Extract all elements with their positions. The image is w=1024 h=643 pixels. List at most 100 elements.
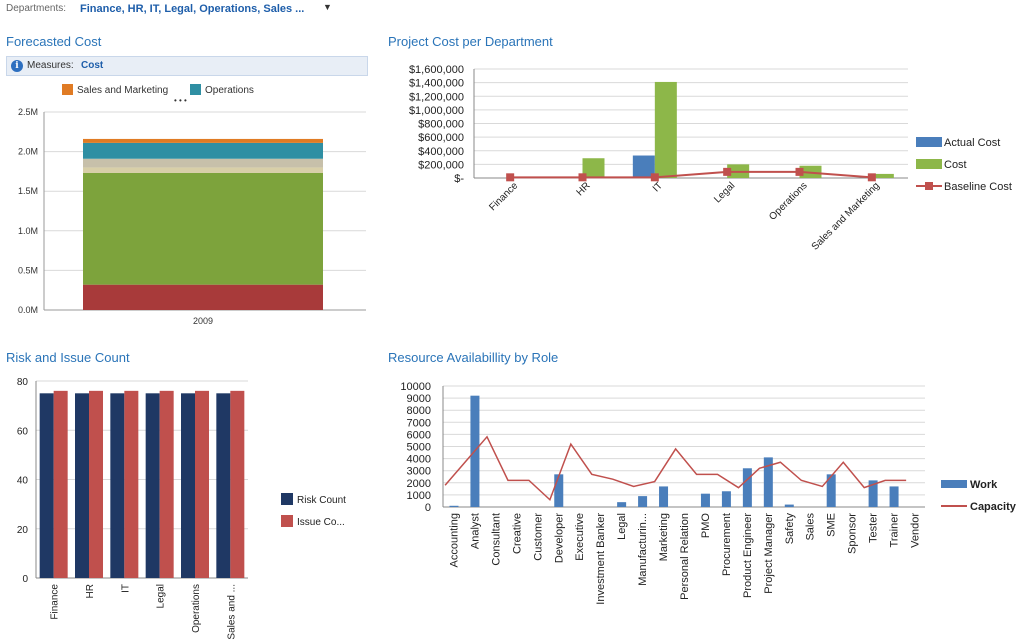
legend-swatch[interactable] bbox=[281, 493, 293, 505]
y-tick-label: 40 bbox=[17, 476, 29, 487]
bar-issue-count bbox=[89, 390, 103, 578]
bar-risk-count bbox=[216, 393, 231, 578]
x-tick-label: Legal bbox=[712, 180, 737, 205]
legend-label[interactable]: Operations bbox=[205, 85, 254, 96]
legend-swatch[interactable] bbox=[281, 515, 293, 527]
x-tick-label: Manufacturin... bbox=[637, 513, 649, 586]
project-cost-title: Project Cost per Department bbox=[388, 34, 553, 49]
y-tick-label: 9000 bbox=[407, 393, 431, 405]
bar-cost bbox=[871, 173, 894, 178]
legend-label[interactable]: Issue Co... bbox=[297, 517, 345, 528]
bar-risk-count bbox=[75, 393, 89, 578]
x-tick-label: Legal bbox=[616, 513, 628, 540]
x-tick-label: Operations bbox=[767, 180, 809, 222]
legend-label[interactable]: Work bbox=[970, 479, 998, 491]
legend-label[interactable]: Capacity bbox=[970, 501, 1017, 513]
stack-segment-finance bbox=[83, 284, 323, 310]
measures-bar[interactable]: i Measures: Cost bbox=[6, 56, 368, 76]
legend-label[interactable]: Sales and Marketing bbox=[77, 85, 168, 96]
y-tick-label: 3000 bbox=[407, 466, 431, 478]
risk-issue-title: Risk and Issue Count bbox=[6, 350, 130, 365]
measures-label: Measures: bbox=[27, 60, 74, 71]
legend-swatch[interactable] bbox=[190, 84, 201, 95]
x-tick-label: Tester bbox=[868, 513, 880, 543]
project-cost-chart: $- $200,000$400,000 $600,000$800,000 $1,000… bbox=[409, 64, 1012, 253]
x-tick-label: Developer bbox=[553, 513, 565, 563]
legend-swatch[interactable] bbox=[916, 137, 942, 147]
bar-risk-count bbox=[145, 393, 160, 578]
bar-cost bbox=[582, 158, 605, 178]
x-tick-label: PMO bbox=[700, 513, 712, 539]
x-tick-label: IT bbox=[120, 584, 131, 593]
x-tick-label: 2009 bbox=[193, 316, 213, 326]
x-tick-label: Operations bbox=[191, 584, 202, 633]
y-tick-label: $400,000 bbox=[418, 146, 464, 158]
y-tick-label: 20 bbox=[17, 525, 29, 536]
y-tick-label: 1000 bbox=[407, 490, 431, 502]
y-tick-label: $1,000,000 bbox=[409, 105, 464, 117]
baseline-cost-marker bbox=[723, 167, 732, 176]
info-icon: i bbox=[11, 60, 23, 72]
stack-segment-it bbox=[83, 167, 323, 173]
bar-risk-count bbox=[39, 393, 54, 578]
legend-label[interactable]: Baseline Cost bbox=[944, 181, 1012, 193]
baseline-cost-marker bbox=[506, 173, 515, 182]
risk-issue-chart: 0 20 40 60 80 Finance HR IT Legal Operations Sales… bbox=[17, 377, 346, 640]
bar-issue-count bbox=[124, 390, 139, 578]
legend-swatch[interactable] bbox=[941, 480, 967, 488]
y-tick-label: $1,200,000 bbox=[409, 91, 464, 103]
bar-work bbox=[889, 486, 899, 507]
x-tick-label: Personal Relation bbox=[679, 513, 691, 600]
bar-work bbox=[554, 474, 564, 507]
legend-label[interactable]: Risk Count bbox=[297, 495, 346, 506]
baseline-cost-marker bbox=[578, 173, 587, 182]
x-tick-label: Finance bbox=[50, 584, 61, 620]
y-tick-label: 2.5M bbox=[18, 107, 38, 117]
x-tick-label: Sponsor bbox=[847, 513, 859, 554]
x-tick-label: Project Manager bbox=[763, 513, 775, 594]
bar-actual-cost bbox=[632, 155, 655, 178]
y-tick-label: 10000 bbox=[400, 381, 431, 393]
y-tick-label: 0.5M bbox=[18, 265, 38, 275]
x-tick-label: Product Engineer bbox=[742, 513, 754, 598]
bar-work bbox=[763, 457, 773, 507]
bar-work bbox=[784, 504, 794, 507]
legend-more-ellipsis[interactable]: • • • bbox=[174, 96, 187, 105]
bar-work bbox=[868, 480, 878, 507]
legend-swatch[interactable] bbox=[925, 182, 933, 190]
measures-value[interactable]: Cost bbox=[81, 60, 104, 71]
legend-swatch[interactable] bbox=[916, 159, 942, 169]
x-tick-label: Executive bbox=[574, 513, 586, 561]
stack-segment-hr bbox=[83, 172, 323, 285]
x-tick-label: Consultant bbox=[490, 513, 502, 566]
y-tick-label: 0.0M bbox=[18, 305, 38, 315]
dropdown-arrow-icon[interactable]: ▼ bbox=[323, 2, 332, 12]
forecasted-cost-title: Forecasted Cost bbox=[6, 34, 102, 49]
bar-issue-count bbox=[159, 390, 174, 578]
bar-work bbox=[721, 491, 731, 507]
x-tick-label: Sales bbox=[805, 513, 817, 541]
y-tick-label: 6000 bbox=[407, 429, 431, 441]
legend-swatch[interactable] bbox=[62, 84, 73, 95]
x-tick-label: SME bbox=[826, 513, 838, 537]
bar-issue-count bbox=[195, 390, 209, 578]
legend-label[interactable]: Actual Cost bbox=[944, 137, 1000, 149]
x-tick-label: Sales and ... bbox=[226, 584, 237, 640]
baseline-cost-line bbox=[510, 170, 872, 179]
y-tick-label: 4000 bbox=[407, 454, 431, 466]
y-tick-label: $800,000 bbox=[418, 119, 464, 131]
legend-label[interactable]: Cost bbox=[944, 159, 967, 171]
departments-filter-value[interactable]: Finance, HR, IT, Legal, Operations, Sale… bbox=[80, 3, 305, 15]
y-tick-label: 7000 bbox=[407, 417, 431, 429]
y-tick-label: $200,000 bbox=[418, 159, 464, 171]
x-tick-label: Creative bbox=[511, 513, 523, 554]
x-tick-label: Accounting bbox=[448, 513, 460, 567]
stack-segment-operations bbox=[83, 142, 323, 159]
baseline-cost-marker bbox=[867, 173, 876, 182]
x-tick-label: Investment Banker bbox=[595, 513, 607, 605]
bar-work bbox=[638, 496, 648, 507]
x-tick-label: Finance bbox=[487, 180, 520, 213]
y-tick-label: $1,600,000 bbox=[409, 64, 464, 76]
x-tick-label: Analyst bbox=[469, 513, 481, 549]
y-tick-label: $- bbox=[454, 173, 464, 185]
